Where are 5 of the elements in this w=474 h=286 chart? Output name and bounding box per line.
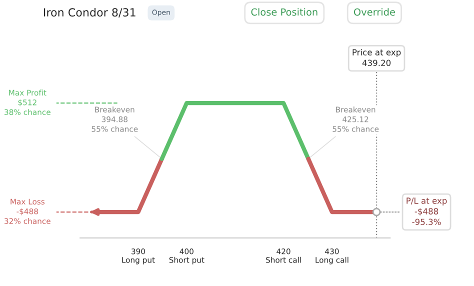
chart-title: Iron Condor 8/31 [44, 8, 136, 18]
text: Close Position [251, 8, 318, 16]
annotation: P/L at exp -$488 -95.3% [406, 198, 447, 226]
text: Override [354, 8, 395, 16]
ref-line-label: Price at exp 439.20 [352, 48, 401, 66]
